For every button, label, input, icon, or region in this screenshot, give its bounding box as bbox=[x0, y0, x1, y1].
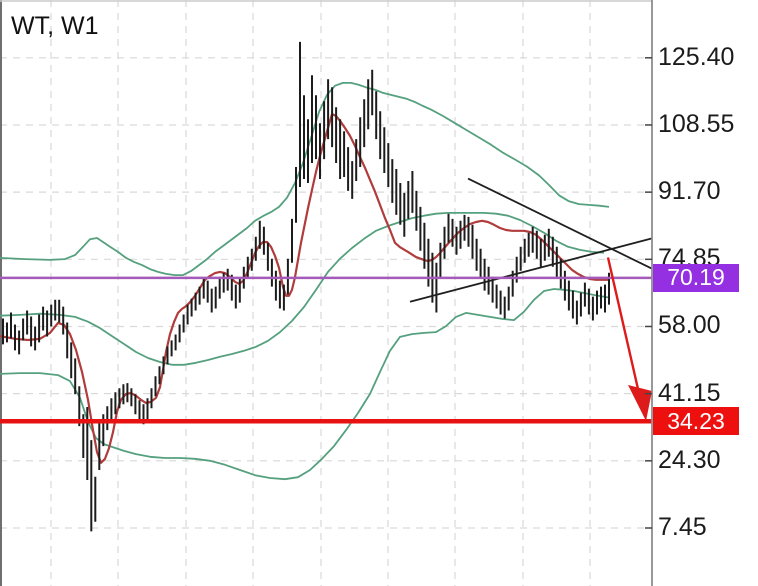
projection-arrow-down[interactable] bbox=[606, 257, 640, 390]
price-axis-panel: 70.19 34.23 125.40 108.55 91.70 74.85 58.00 4… bbox=[653, 0, 758, 586]
symbol-timeframe-title: WT, W1 bbox=[11, 12, 99, 40]
arrowhead-icon bbox=[628, 385, 652, 421]
y-axis-label: 41.15 bbox=[658, 378, 721, 407]
y-axis-label: 24.30 bbox=[658, 445, 721, 474]
y-axis-label: 7.45 bbox=[658, 512, 707, 541]
bollinger-lower bbox=[0, 288, 611, 481]
target-price-badge: 34.23 bbox=[653, 407, 739, 436]
descending-trendline[interactable] bbox=[467, 177, 653, 270]
candlesticks bbox=[2, 41, 610, 532]
price-chart-plot-area bbox=[0, 0, 653, 586]
bollinger-middle bbox=[0, 211, 605, 366]
y-axis-label: 91.70 bbox=[658, 177, 721, 206]
current-price-badge: 70.19 bbox=[653, 263, 739, 292]
y-axis-label: 58.00 bbox=[658, 311, 721, 340]
target-price-value: 34.23 bbox=[667, 407, 725, 434]
y-axis-label: 125.40 bbox=[658, 42, 735, 71]
ascending-trendline[interactable] bbox=[409, 237, 653, 303]
current-price-value: 70.19 bbox=[667, 264, 725, 291]
y-axis-label: 108.55 bbox=[658, 109, 735, 138]
